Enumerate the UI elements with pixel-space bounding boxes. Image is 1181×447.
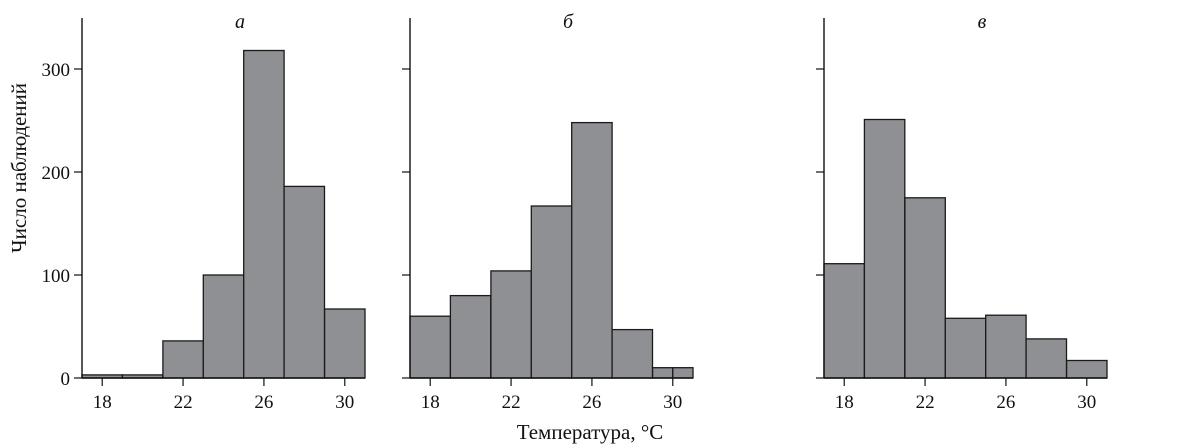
histogram-bar [863, 118, 906, 379]
histogram-bar [611, 328, 654, 379]
histogram-bar [530, 205, 573, 379]
x-tick-label: 22 [502, 392, 521, 413]
histogram-bar [1065, 359, 1108, 379]
y-tick-label: 200 [42, 163, 71, 184]
x-tick-label: 22 [174, 392, 193, 413]
x-tick-label: 18 [93, 392, 112, 413]
x-tick-label: 30 [335, 392, 354, 413]
panel-label: в [978, 11, 987, 33]
histogram-bar [283, 185, 326, 379]
x-tick-label: 26 [254, 392, 273, 413]
histogram-bar [323, 308, 366, 379]
histogram-bar [985, 314, 1027, 379]
x-axis-title: Температура, °C [517, 420, 664, 444]
histogram-bar [449, 294, 492, 379]
histogram-bar [243, 49, 285, 379]
x-tick-label: 26 [996, 392, 1015, 413]
x-tick-label: 22 [916, 392, 935, 413]
panel-label: а [235, 11, 245, 33]
histogram-bar [823, 263, 866, 379]
histogram-bar [202, 274, 245, 379]
histogram-bar [162, 340, 204, 379]
y-tick-label: 0 [61, 369, 71, 390]
histogram-bar [571, 121, 613, 379]
y-axis-title: Число наблюдений [7, 83, 31, 253]
histogram-bar [490, 270, 532, 379]
x-tick-label: 30 [1077, 392, 1096, 413]
histogram-bar [409, 315, 452, 379]
histogram-bar [1025, 338, 1068, 379]
histogram-bar [672, 367, 694, 379]
histogram-bar [944, 317, 987, 379]
x-tick-label: 30 [663, 392, 682, 413]
panel-1: 0 100 200 300 18 22 26 30 а [42, 11, 366, 413]
panel-label: б [563, 11, 574, 33]
histogram-bar [651, 367, 674, 379]
x-tick-label: 18 [421, 392, 440, 413]
panel-3: 18 22 26 30 в [816, 11, 1108, 413]
y-tick-label: 100 [42, 266, 71, 287]
panel-2: 18 22 26 30 б [402, 11, 694, 413]
histogram-bar [904, 197, 946, 379]
histogram-panels: 0 100 200 300 18 22 26 30 а 18 22 26 30 б 18 22 26 30 в [42, 11, 1108, 413]
x-tick-label: 18 [835, 392, 854, 413]
x-tick-label: 26 [582, 392, 601, 413]
y-tick-label: 300 [42, 60, 71, 81]
